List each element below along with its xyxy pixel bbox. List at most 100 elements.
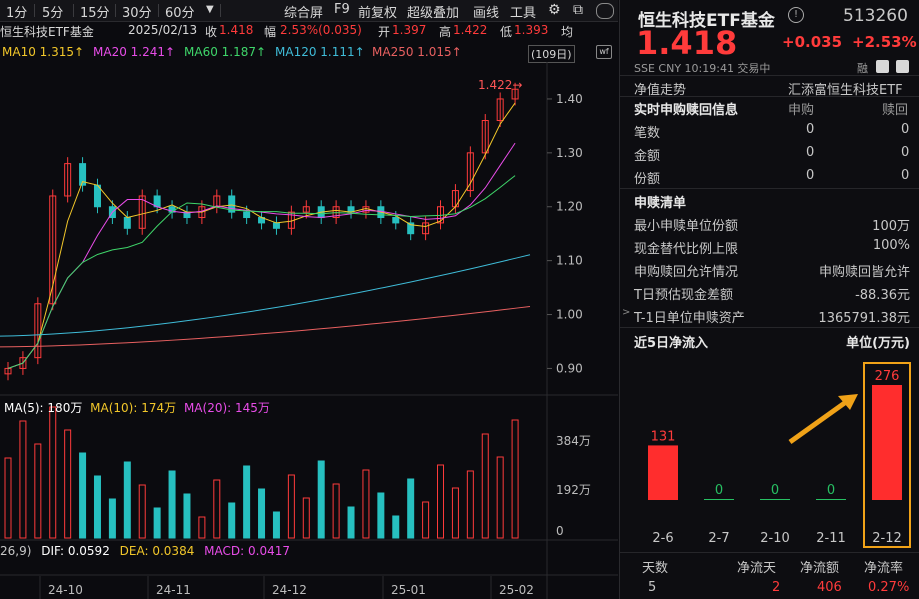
kline-chart[interactable]: 1.40 1.30 1.20 1.10 1.00 0.90 1.422→ 384万 192万 0 2… (0, 41, 618, 599)
footer-net-amount: 406 (817, 580, 842, 595)
date-axis-label: 25-01 (391, 583, 426, 597)
volume-bar (138, 484, 146, 539)
volume-legend: MA(5): 180万 MA(10): 174万 MA(20): 145万 (4, 399, 270, 416)
candle-body (138, 195, 146, 229)
security-name: 恒生科技ETF基金 (0, 25, 94, 39)
volume-bar (362, 469, 370, 539)
candle-body (123, 217, 131, 229)
candle-body (481, 120, 489, 154)
toolbar: 1分 5分 15分 30分 60分 ▼ 综合屏 F9 前复权 超级叠加 画线 工… (0, 0, 618, 22)
circle-toggle-icon[interactable] (596, 3, 614, 19)
menu-adjust[interactable]: 前复权 (358, 6, 398, 21)
period-5min[interactable]: 5分 (42, 6, 64, 21)
ma20-value: MA20 1.241↑ (93, 45, 176, 59)
menu-draw[interactable]: 画线 (473, 6, 500, 21)
high-value: 1.422 (453, 23, 488, 37)
ma20-line (7, 142, 516, 369)
date-axis-label: 24-10 (48, 583, 83, 597)
volume-bar (123, 461, 131, 539)
price-tick-label: 1.00 (556, 308, 583, 322)
candle-body (19, 357, 27, 369)
macd-dea: DEA: 0.0384 (119, 544, 195, 558)
volume-bar (183, 493, 191, 539)
volume-bar (287, 474, 295, 539)
volume-bar (466, 470, 474, 539)
menu-tools[interactable]: 工具 (510, 6, 537, 21)
menu-overlay[interactable]: 超级叠加 (407, 6, 460, 21)
flow-section-title: 近5日净流入 (634, 336, 709, 351)
checkbox-icon[interactable] (876, 60, 889, 73)
period-15min[interactable]: 15分 (80, 6, 110, 21)
volume-bar (198, 516, 206, 539)
arrow-head-icon (838, 394, 858, 410)
ma120-line (0, 254, 531, 337)
copy-icon[interactable]: ⧉ (573, 2, 583, 18)
candle-body (272, 222, 280, 229)
ma60-value: MA60 1.187↑ (184, 45, 267, 59)
ma10-line (7, 102, 516, 369)
flow-bar-value: 0 (771, 483, 779, 498)
candle-body (228, 195, 236, 213)
candle-body (64, 163, 72, 197)
security-code: 513260 (843, 6, 908, 26)
price-change-pct: +2.53% (852, 33, 917, 51)
highlight-box (863, 362, 911, 548)
volume-bar (49, 406, 57, 539)
candle-body (302, 206, 310, 213)
menu-f9[interactable]: F9 (334, 2, 350, 17)
last-price: 1.418 (636, 24, 738, 62)
flow-bar (816, 499, 846, 500)
flow-bar (760, 499, 790, 500)
candle-body (511, 88, 519, 100)
volume-bar (93, 475, 101, 539)
volume-bar (437, 464, 445, 539)
candle-body (243, 211, 251, 219)
volume-bar (451, 487, 459, 539)
highlight-arrow (788, 399, 848, 445)
price-tick-label: 1.30 (556, 146, 583, 160)
volume-bar (392, 515, 400, 539)
volume-tick-label: 192万 (556, 483, 591, 497)
period-1min[interactable]: 1分 (6, 6, 28, 21)
gear-icon[interactable]: ⚙ (548, 2, 561, 18)
flow-bar-value: 0 (827, 483, 835, 498)
margin-tag: 融 (857, 62, 868, 75)
info-icon[interactable]: ! (788, 7, 804, 23)
macd-legend: 26,9) DIF: 0.0592 DEA: 0.0384 MACD: 0.04… (0, 544, 290, 558)
volume-bar (108, 498, 116, 539)
volume-tick-label: 384万 (556, 434, 591, 448)
candle-body (466, 152, 474, 192)
price-change: +0.035 (782, 33, 843, 51)
volume-bar (213, 479, 221, 539)
volume-bar (4, 457, 12, 539)
net-inflow-chart: 131 2-6 0 2-7 0 2-10 0 2-11 276 2-12 (648, 362, 911, 548)
candle-body (422, 222, 430, 235)
price-tick-label: 1.10 (556, 254, 583, 268)
volume-bar (19, 420, 27, 539)
volume-bar (64, 429, 72, 539)
volume-bar (79, 452, 87, 539)
period-days-selector[interactable]: (109日) (528, 45, 575, 63)
footer-days: 5 (648, 580, 657, 595)
collapse-arrow-icon[interactable]: > (622, 307, 631, 318)
candle-body (392, 217, 400, 224)
volume-bar (34, 443, 42, 539)
wf-icon[interactable]: wf (596, 45, 612, 59)
checkbox-icon[interactable] (896, 60, 909, 73)
market-meta: SSE CNY 10:19:41 交易中 (634, 62, 771, 75)
volume-bar (496, 456, 504, 539)
close-value: 1.418 (219, 23, 254, 37)
more-periods-icon[interactable]: ▼ (206, 4, 214, 15)
date-axis-label: 24-11 (156, 583, 191, 597)
volume-bar (168, 470, 176, 539)
footer-net-rate: 0.27% (868, 580, 910, 595)
netvalue-link[interactable]: 净值走势 (634, 83, 687, 98)
volume-bar (332, 483, 340, 539)
period-60min[interactable]: 60分 (165, 6, 195, 21)
vol-ma10: MA(10): 174万 (90, 401, 177, 415)
period-30min[interactable]: 30分 (122, 6, 152, 21)
flow-bar-value: 131 (651, 429, 676, 444)
menu-overview[interactable]: 综合屏 (284, 6, 324, 21)
vol-ma20: MA(20): 145万 (183, 401, 270, 415)
volume-bar (347, 506, 355, 539)
